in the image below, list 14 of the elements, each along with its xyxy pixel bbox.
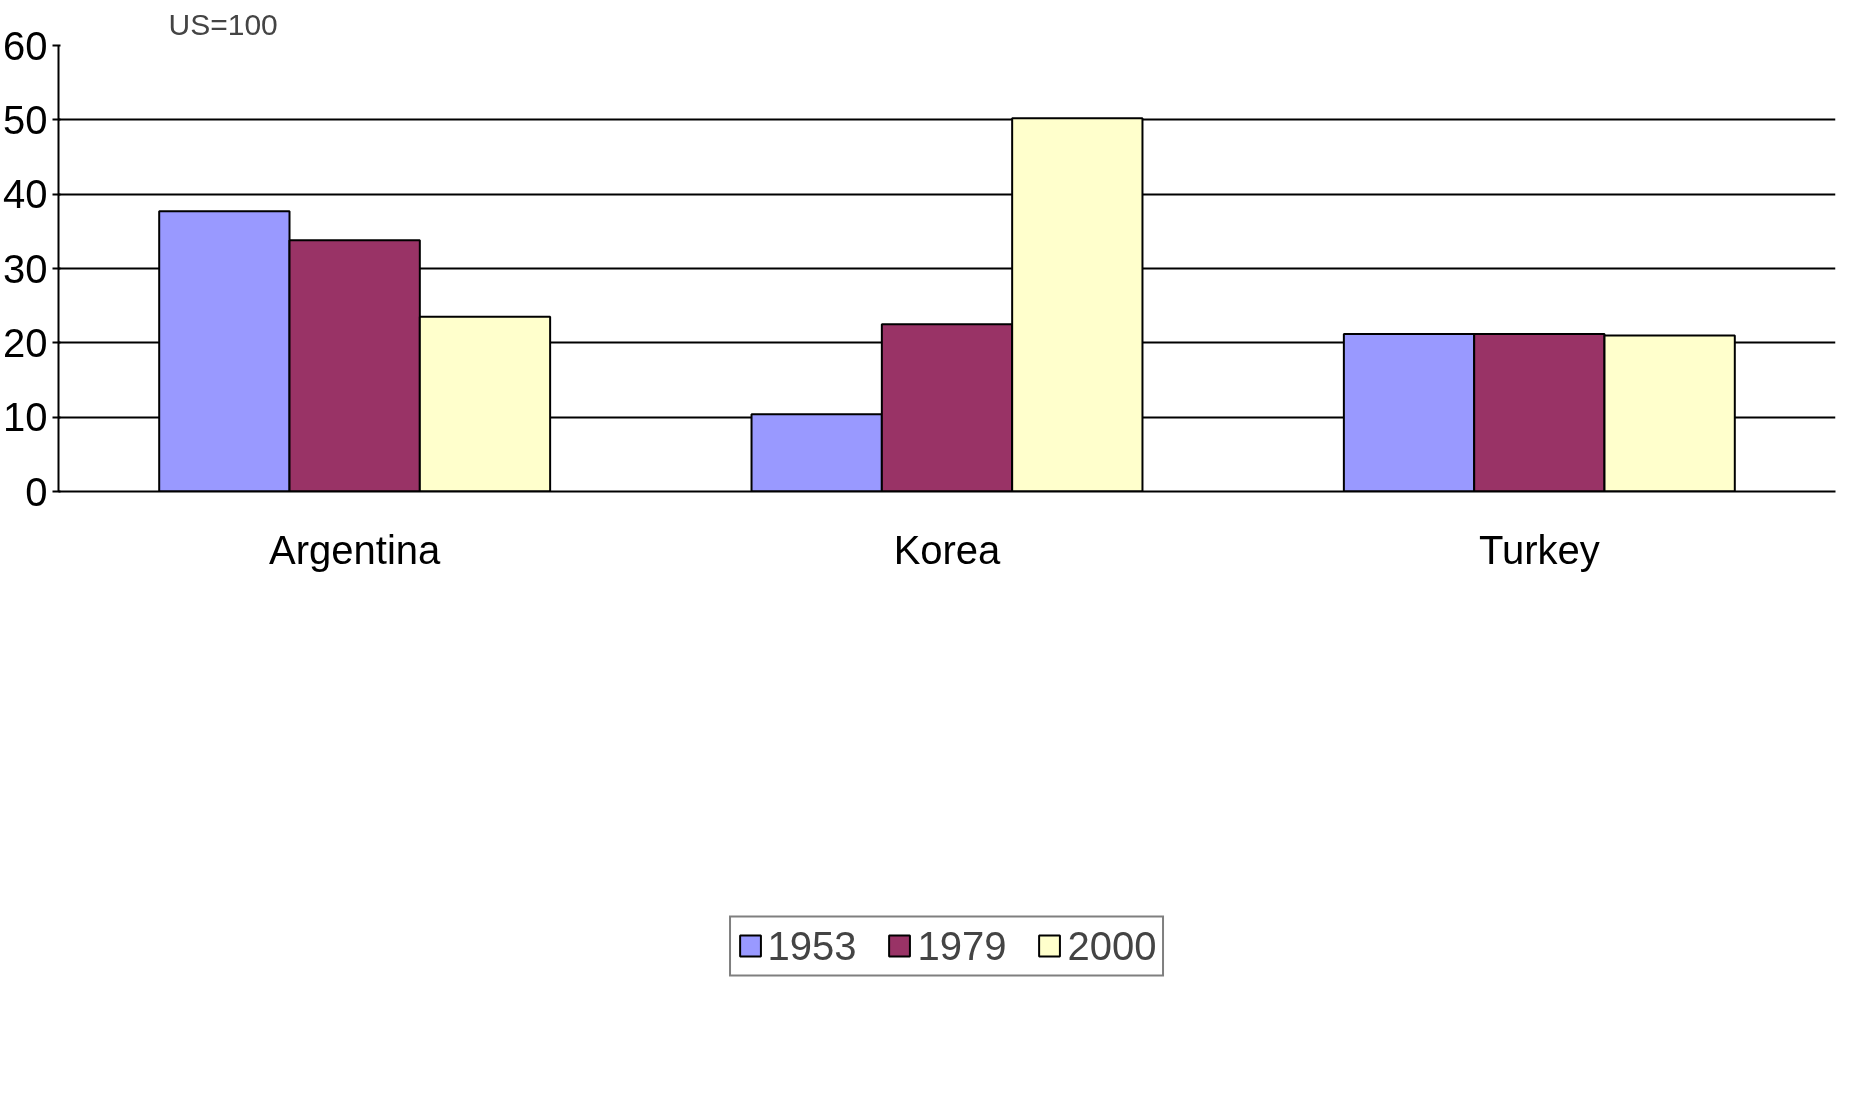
legend-label: 1953 bbox=[767, 923, 857, 969]
x-tick-label: Turkey bbox=[1478, 527, 1600, 572]
legend-label: 2000 bbox=[1067, 923, 1157, 969]
y-tick-label: 40 bbox=[3, 172, 48, 217]
y-tick-label: 50 bbox=[3, 97, 48, 142]
y-tick-label: 20 bbox=[3, 320, 48, 365]
x-tick-label: Argentina bbox=[269, 527, 442, 572]
x-tick-label: Korea bbox=[893, 527, 1002, 572]
y-tick-label: 0 bbox=[25, 469, 48, 514]
y-tick-label: 10 bbox=[3, 395, 48, 440]
y-tick-label: 30 bbox=[3, 246, 48, 291]
legend-label: 1979 bbox=[917, 923, 1007, 969]
y-tick-label: 60 bbox=[3, 23, 48, 68]
y-axis-title: US=100 bbox=[168, 7, 278, 41]
